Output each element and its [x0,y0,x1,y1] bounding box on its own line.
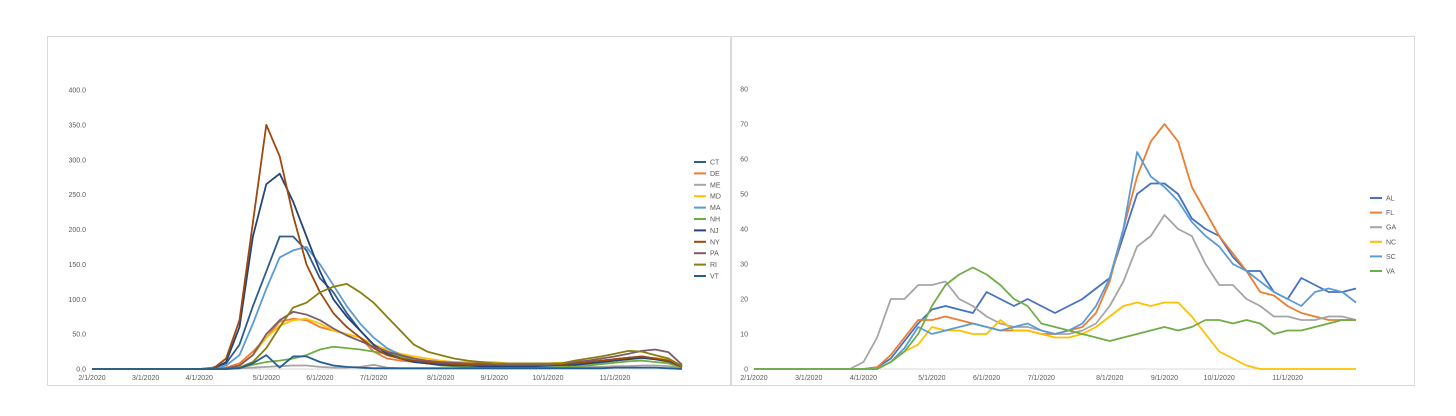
se-series-al [754,182,1357,370]
northeast-chart: 0.0 50.0 100.0 150.0 200.0 250.0 300.0 350.0 400… [68,88,721,383]
ne-legend-label-pa: PA [710,251,719,258]
ne-y-tick-label: 350.0 [68,122,86,129]
ne-y-tick-label: 300.0 [68,157,86,164]
se-y-tick-label: 30 [740,262,748,269]
ne-y-tick-label: 100.0 [68,297,86,304]
ne-series-vt [92,354,683,370]
ne-x-tick-label: 10/1/2020 [532,375,563,382]
se-y-tick-label: 40 [740,227,748,234]
se-x-tick-label: 6/1/2020 [973,375,1000,382]
ne-y-tick-label: 0.0 [76,367,86,374]
se-x-tick-label: 11/1/2020 [1272,375,1303,382]
ne-y-tick-label: 400.0 [68,88,86,95]
se-legend-label-nc: NC [1386,239,1396,246]
ne-legend-label-de: DE [710,171,720,178]
ne-series-ny [92,124,683,370]
ne-x-tick-label: 9/1/2020 [481,375,508,382]
se-legend-label-fl: FL [1386,210,1394,217]
ne-series-ri [92,282,683,370]
se-y-tick-label: 60 [740,157,748,164]
se-x-tick-label: 4/1/2020 [850,375,877,382]
ne-x-tick-label: 2/1/2020 [78,375,105,382]
se-y-tick-label: 80 [740,87,748,94]
ne-x-tick-label: 6/1/2020 [306,375,333,382]
se-series-va [754,266,1356,370]
se-x-tick-label: 10/1/2020 [1204,375,1235,382]
se-series-ga [754,214,1357,370]
se-y-tick-label: 20 [740,297,748,304]
se-y-tick-label: 50 [740,192,748,199]
se-legend-label-sc: SC [1386,254,1396,261]
ne-legend-label-ma: MA [710,205,721,212]
ne-x-tick-label: 11/1/2020 [600,375,631,382]
se-y-tick-label: 0 [744,367,748,374]
se-legend-label-al: AL [1386,196,1395,203]
ne-series-pa [92,310,683,370]
ne-x-tick-label: 7/1/2020 [360,375,387,382]
southeast-chart: 0 10 20 30 40 50 60 70 80 2/1/2020 3/1/2020 4/1/202… [740,87,1396,383]
ne-x-tick-label: 5/1/2020 [253,375,280,382]
ne-x-tick-label: 8/1/2020 [427,375,454,382]
se-x-tick-label: 8/1/2020 [1096,375,1123,382]
ne-legend-label-ct: CT [710,160,720,167]
se-series-fl [754,123,1356,370]
se-x-tick-label: 9/1/2020 [1151,375,1178,382]
northeast-chart-panel: 0.0 50.0 100.0 150.0 200.0 250.0 300.0 350.0 400… [47,36,731,386]
ne-x-tick-label: 4/1/2020 [186,375,213,382]
se-x-tick-label: 3/1/2020 [795,375,822,382]
ne-y-tick-label: 200.0 [68,227,86,234]
ne-y-tick-label: 250.0 [68,192,86,199]
ne-series-nj [92,172,683,370]
se-y-tick-label: 70 [740,122,748,129]
ne-legend-label-ri: RI [710,262,717,269]
ne-legend-label-nh: NH [710,217,720,224]
se-x-tick-label: 7/1/2020 [1028,375,1055,382]
se-legend-label-ga: GA [1386,225,1396,232]
ne-legend-label-me: ME [710,182,721,189]
ne-legend-label-nj: NJ [710,228,719,235]
ne-y-tick-label: 150.0 [68,262,86,269]
ne-legend-label-md: MD [710,194,721,201]
ne-x-tick-label: 3/1/2020 [132,375,159,382]
se-x-tick-label: 5/1/2020 [918,375,945,382]
southeast-chart-panel: 0 10 20 30 40 50 60 70 80 2/1/2020 3/1/2020 4/1/202… [731,36,1415,386]
se-y-tick-label: 10 [740,332,748,339]
ne-legend-label-vt: VT [710,274,720,281]
se-x-tick-label: 2/1/2020 [740,375,767,382]
ne-y-tick-label: 50.0 [72,332,86,339]
se-legend-label-va: VA [1386,269,1395,276]
se-series-sc [754,151,1357,370]
ne-legend-label-ny: NY [710,239,720,246]
